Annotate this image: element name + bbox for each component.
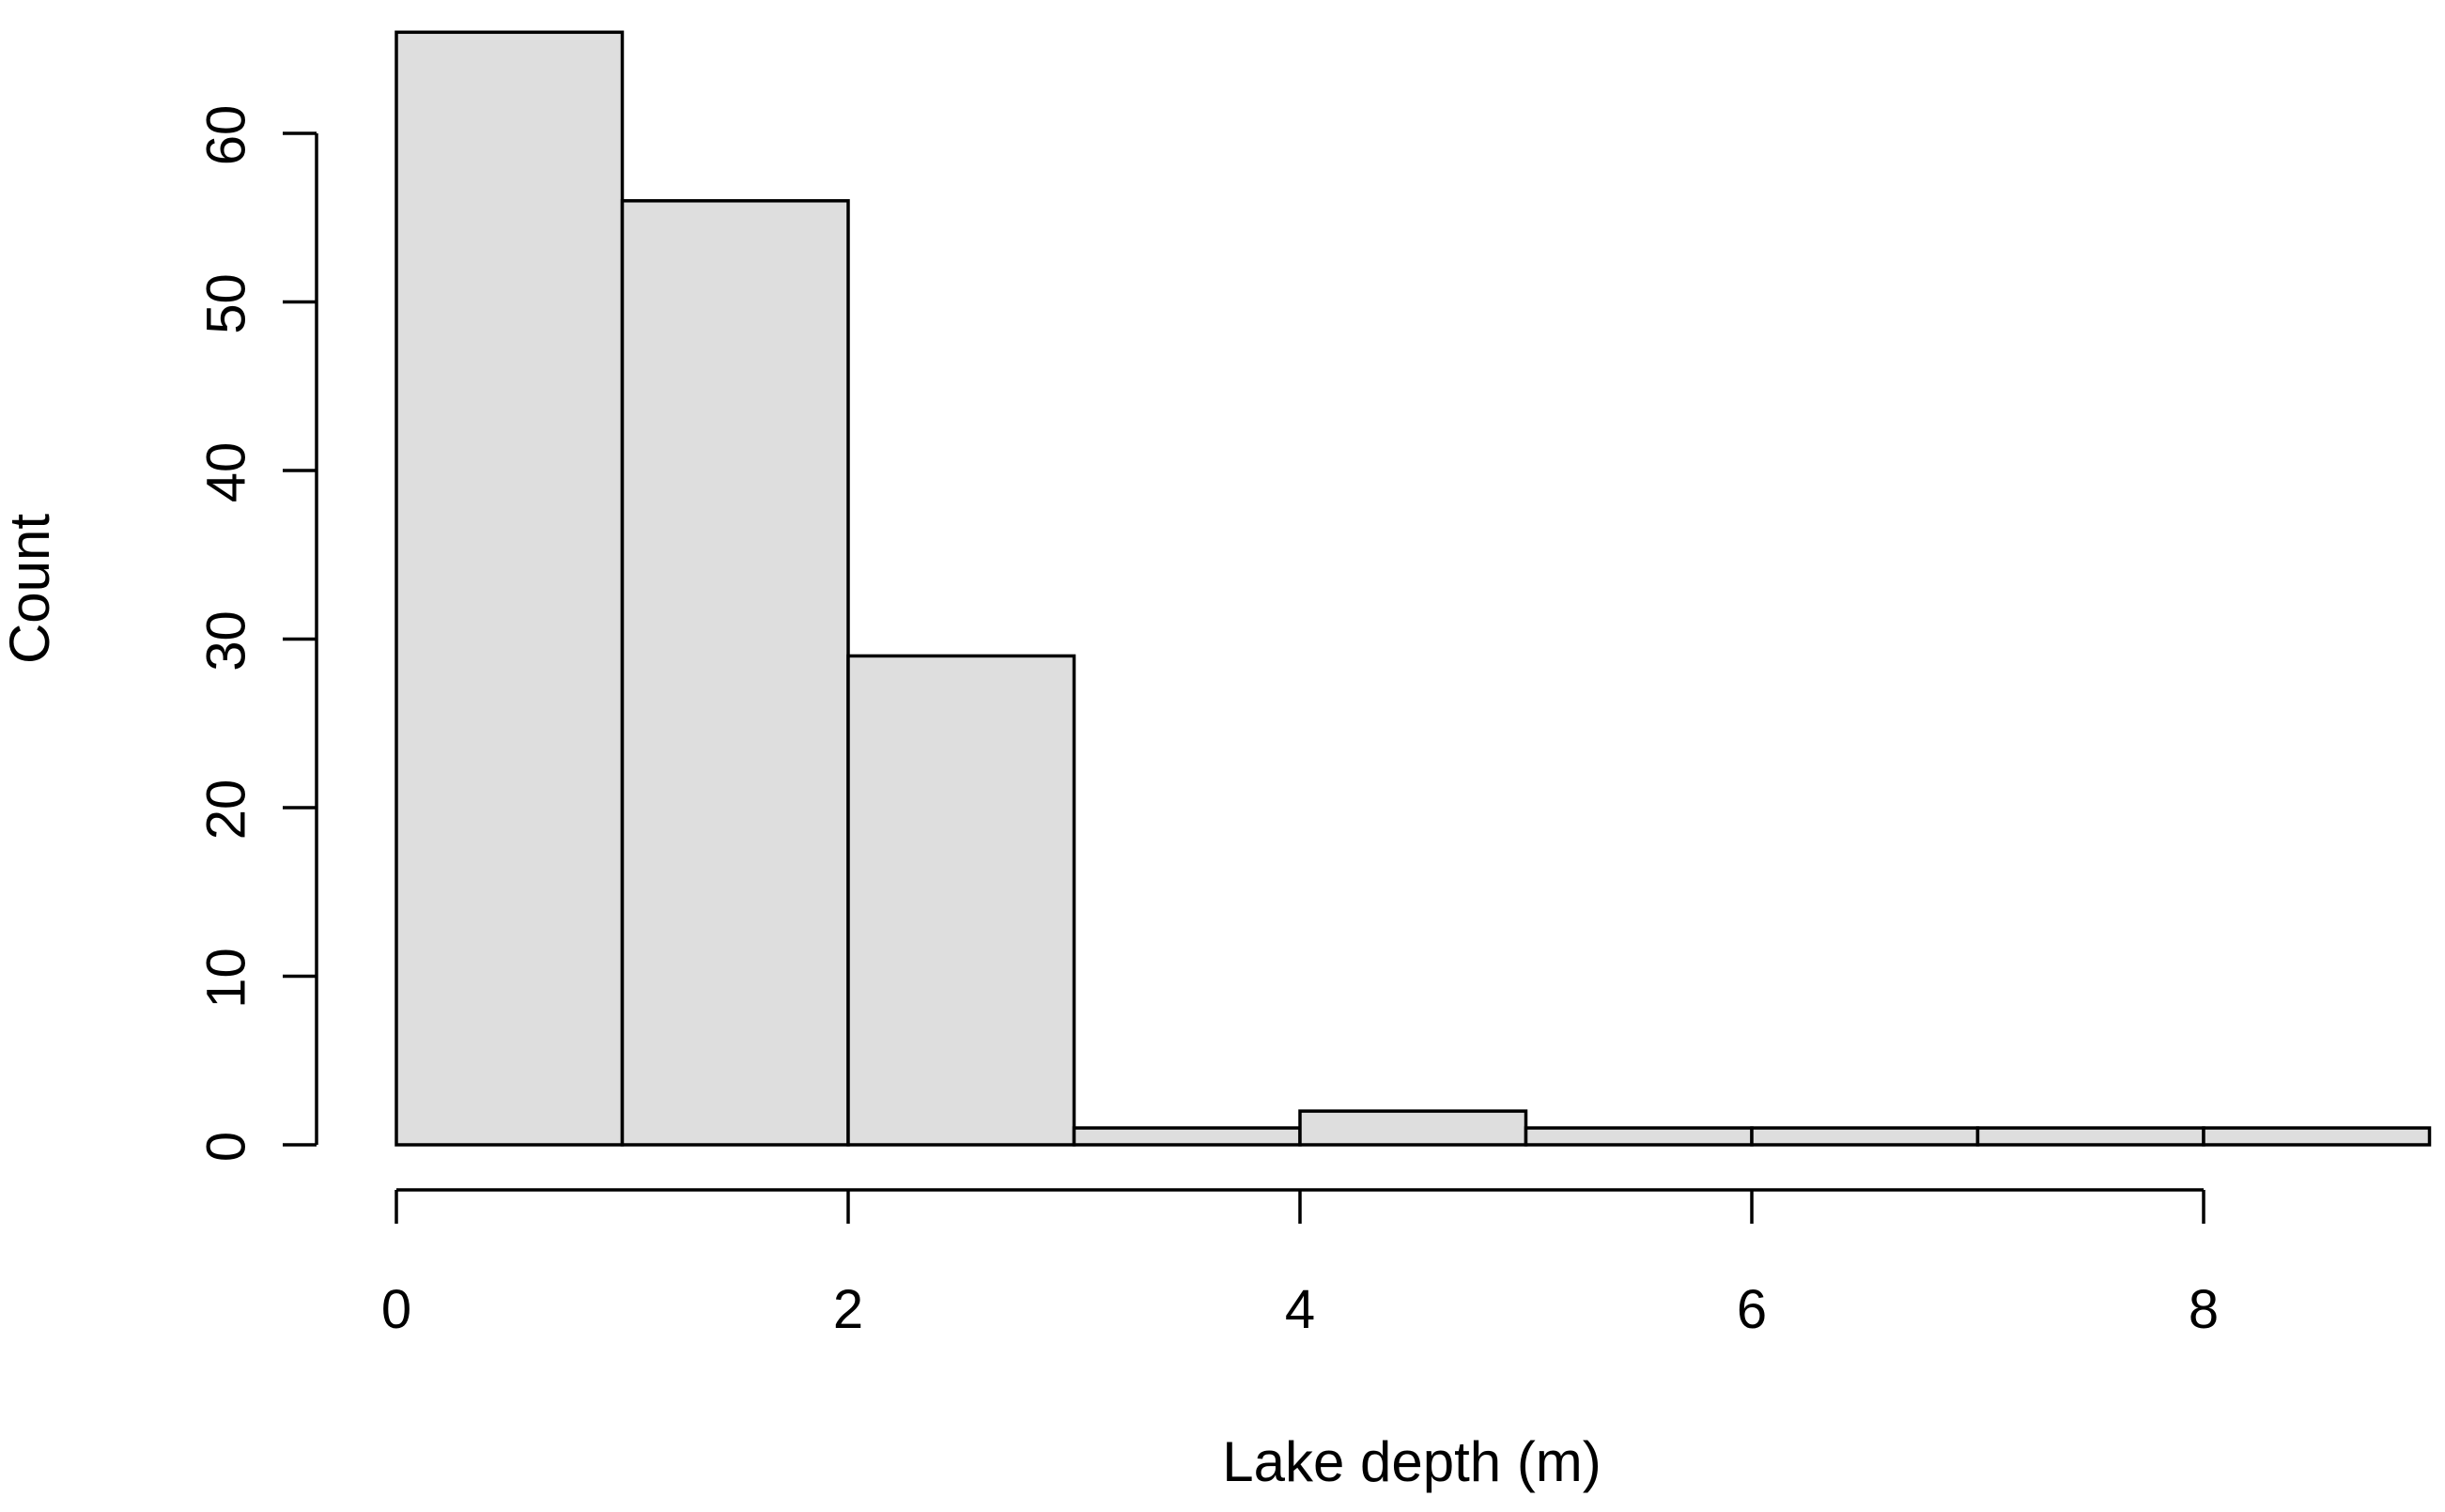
histogram-bar (1975, 1126, 2205, 1147)
histogram-bar (2202, 1126, 2432, 1147)
histogram-bar (1072, 1126, 1302, 1147)
x-tick-label: 2 (833, 1279, 863, 1340)
x-axis-title: Lake depth (m) (1222, 1430, 1602, 1493)
x-tick-label: 6 (1737, 1279, 1767, 1340)
x-tick-label: 8 (2189, 1279, 2219, 1340)
y-axis-title: Count (0, 514, 61, 664)
y-tick-label: 10 (195, 948, 256, 1009)
histogram-bar (1298, 1109, 1528, 1147)
histogram-bar (1750, 1126, 1980, 1147)
x-axis: 0 2 4 6 8 (381, 1188, 2219, 1340)
y-tick-label: 30 (195, 610, 256, 671)
histogram-bar (395, 30, 625, 1147)
y-tick-label: 40 (195, 442, 256, 503)
y-tick-label: 60 (195, 105, 256, 166)
histogram-bar (620, 199, 850, 1147)
bars-group (395, 30, 2432, 1147)
y-tick-label: 20 (195, 779, 256, 841)
y-axis: 0 10 20 30 40 50 60 (195, 105, 318, 1162)
y-tick-label: 0 (195, 1132, 256, 1162)
y-tick-label: 50 (195, 273, 256, 334)
x-tick-label: 4 (1285, 1279, 1315, 1340)
histogram-bar (1524, 1126, 1754, 1147)
histogram-bar (846, 654, 1076, 1147)
x-tick-label: 0 (381, 1279, 411, 1340)
